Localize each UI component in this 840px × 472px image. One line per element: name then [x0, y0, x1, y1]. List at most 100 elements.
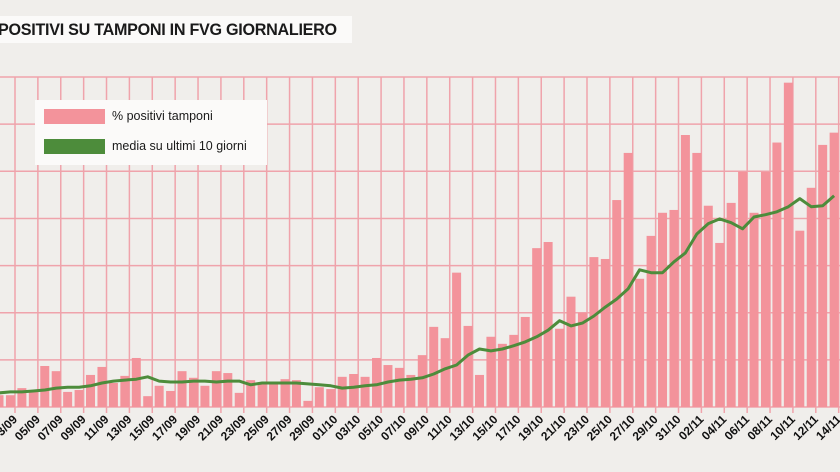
- bar-09-11: [772, 142, 782, 407]
- x-tick-label: 17/09: [149, 412, 180, 443]
- bar-21-09: [211, 371, 221, 407]
- x-tick-label: 06/11: [722, 412, 753, 443]
- bar-03-09: [5, 395, 15, 407]
- legend-label: media su ultimi 10 giorni: [112, 139, 247, 153]
- x-tick-label: 25/09: [241, 412, 272, 443]
- bar-13-09: [120, 375, 130, 407]
- x-tick-label: 19/09: [172, 412, 203, 443]
- x-tick-label: 02/11: [676, 412, 707, 443]
- bar-06-10: [383, 365, 393, 407]
- x-tick-label: 13/09: [103, 412, 134, 443]
- bar-17-09: [166, 390, 176, 407]
- x-tick-label: 23/09: [218, 412, 249, 443]
- bar-23-09: [234, 392, 244, 407]
- x-tick-label: 01/10: [309, 412, 340, 443]
- bar-22-10: [566, 296, 576, 407]
- x-tick-label: 19/10: [515, 412, 546, 443]
- bar-22-09: [223, 373, 233, 407]
- bar-06-09: [40, 365, 50, 407]
- bar-15-10: [486, 336, 496, 407]
- bar-19-09: [188, 377, 198, 407]
- bar-20-10: [543, 242, 553, 407]
- bar-12-11: [806, 187, 816, 407]
- bar-11-09: [97, 366, 107, 407]
- x-tick-label: 15/10: [469, 412, 500, 443]
- average-line-group: [0, 194, 836, 395]
- bar-07-11: [749, 212, 759, 407]
- bar-09-09: [74, 390, 84, 407]
- bar-14-10: [474, 374, 484, 407]
- bar-25-10: [600, 258, 610, 407]
- bar-23-10: [577, 312, 587, 407]
- bar-12-09: [108, 382, 118, 407]
- bar-05-10: [372, 357, 382, 407]
- bar-01-10: [326, 389, 336, 407]
- bar-12-10: [452, 272, 462, 407]
- x-tick-label: 13/10: [447, 412, 478, 443]
- x-tick-label: 08/11: [744, 412, 775, 443]
- bar-02-10: [337, 376, 347, 407]
- bar-28-09: [291, 380, 301, 407]
- x-tick-label: 27/10: [607, 412, 638, 443]
- x-tick-label: 09/10: [401, 412, 432, 443]
- bar-29-10: [646, 235, 656, 407]
- bar-27-09: [280, 379, 290, 407]
- bar-13-11: [818, 144, 828, 407]
- bar-10-11: [783, 82, 793, 407]
- x-tick-label: 27/09: [264, 412, 295, 443]
- x-tick-label: 23/10: [561, 412, 592, 443]
- bar-06-11: [738, 171, 748, 407]
- bar-08-09: [63, 391, 73, 407]
- bar-01-11: [680, 135, 690, 407]
- bar-05-09: [28, 391, 38, 407]
- x-tick-label: 05/09: [12, 412, 43, 443]
- x-tick-label: 07/09: [35, 412, 66, 443]
- bar-14-09: [131, 357, 141, 407]
- bar-16-09: [154, 385, 164, 407]
- bar-26-10: [612, 200, 622, 407]
- legend-label: % positivi tamponi: [112, 109, 213, 123]
- x-tick-label: 05/10: [355, 412, 386, 443]
- x-tick-label: 21/10: [538, 412, 569, 443]
- bar-03-11: [703, 205, 713, 407]
- bar-05-11: [726, 202, 736, 407]
- bar-16-10: [497, 343, 507, 407]
- x-tick-label: 04/11: [699, 412, 730, 443]
- x-tick-label: 12/11: [790, 412, 821, 443]
- bar-08-11: [760, 171, 770, 407]
- bar-28-10: [635, 278, 645, 407]
- bar-15-09: [143, 396, 153, 407]
- bar-26-09: [269, 382, 279, 407]
- bar-09-10: [417, 355, 427, 407]
- bar-13-10: [463, 325, 473, 407]
- bar-02-09: [0, 395, 4, 407]
- bar-18-10: [520, 316, 530, 407]
- x-tick-label: 25/10: [584, 412, 615, 443]
- legend-item-bars: % positivi tamponi: [44, 108, 213, 124]
- x-tick-label: 10/11: [767, 412, 798, 443]
- x-tick-label: 15/09: [126, 412, 157, 443]
- legend-item-line: media su ultimi 10 giorni: [44, 138, 247, 154]
- bar-19-10: [532, 248, 542, 407]
- bar-04-11: [715, 242, 725, 407]
- x-tick-label: 07/10: [378, 412, 409, 443]
- x-tick-label: 29/10: [630, 412, 661, 443]
- x-tick-label: 17/10: [492, 412, 523, 443]
- legend-swatch-bars: [44, 108, 105, 124]
- x-tick-label: 29/09: [286, 412, 317, 443]
- bar-24-10: [589, 257, 599, 407]
- bar-24-09: [246, 380, 256, 407]
- bar-04-09: [17, 388, 27, 407]
- bar-07-10: [394, 367, 404, 407]
- bar-11-11: [795, 230, 805, 407]
- bar-04-10: [360, 376, 370, 407]
- bar-02-11: [692, 152, 702, 407]
- x-tick-label: 31/10: [653, 412, 684, 443]
- bar-25-09: [257, 382, 267, 407]
- average-line: [0, 194, 836, 395]
- bar-11-10: [440, 338, 450, 407]
- bar-17-10: [509, 334, 519, 407]
- legend: % positivi tamponi media su ultimi 10 gi…: [35, 100, 267, 165]
- x-tick-label: 03/10: [332, 412, 363, 443]
- title-box: POSITIVI SU TAMPONI IN FVG GIORNALIERO: [0, 16, 352, 43]
